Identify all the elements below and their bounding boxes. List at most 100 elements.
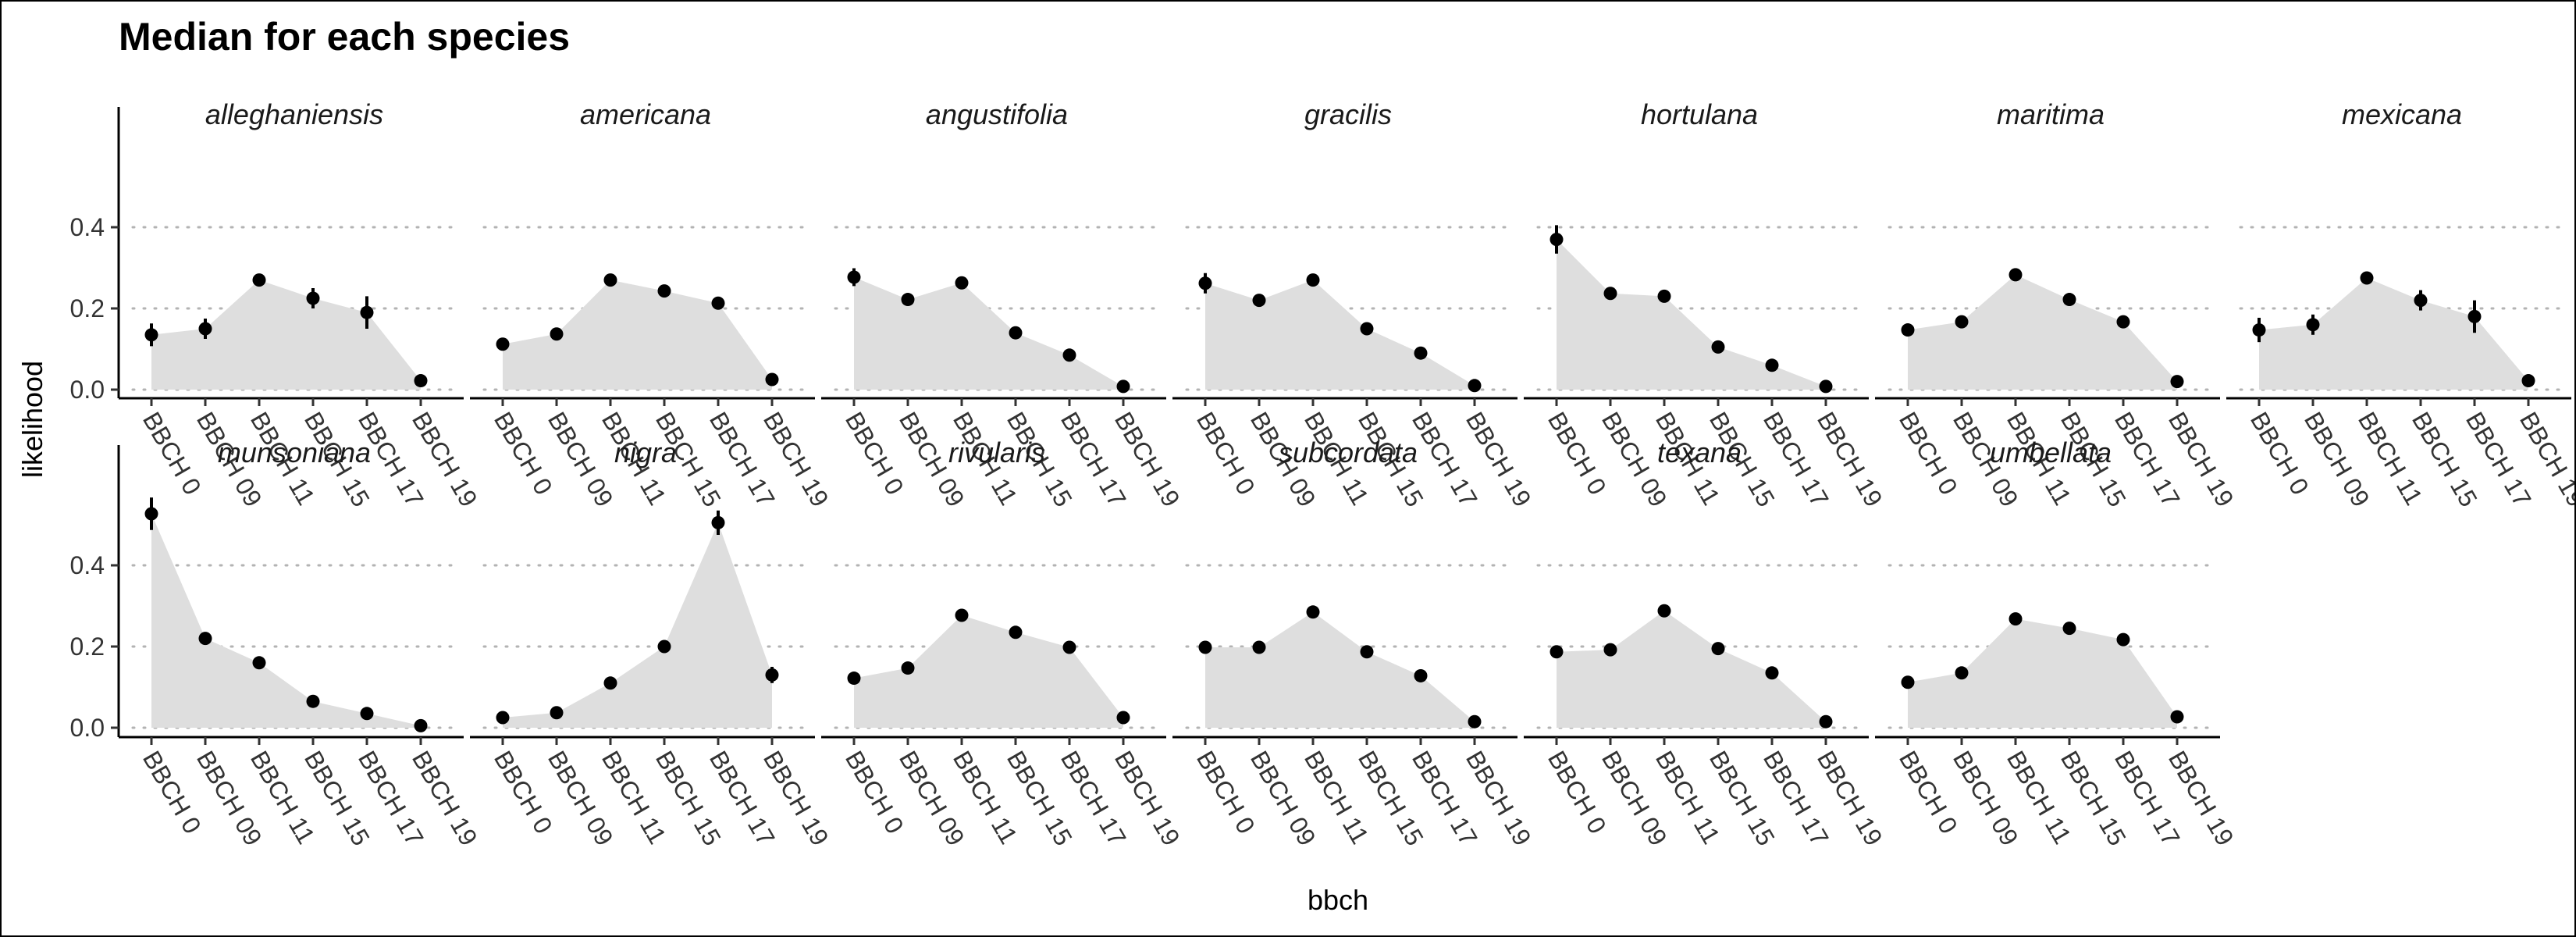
facet-label: munsoniana <box>218 436 371 468</box>
area-series <box>1205 280 1475 390</box>
data-point <box>1198 640 1212 654</box>
data-point <box>847 672 861 686</box>
data-point <box>306 694 320 708</box>
data-point <box>603 676 617 690</box>
facet-label: texana <box>1657 436 1742 468</box>
data-point <box>306 291 320 305</box>
facet-label: mexicana <box>2342 98 2462 130</box>
data-point <box>1468 714 1482 729</box>
data-point <box>1360 645 1374 659</box>
data-point <box>414 374 428 388</box>
data-point <box>1901 675 1915 689</box>
data-point <box>2170 710 2184 724</box>
area-series <box>1908 274 2177 390</box>
data-point <box>1414 668 1428 682</box>
data-point <box>1603 643 1617 657</box>
data-point <box>1468 379 1482 393</box>
data-point <box>1252 640 1266 654</box>
data-point <box>657 284 671 298</box>
area-series <box>2259 278 2528 390</box>
data-point <box>2008 268 2023 282</box>
data-point <box>1550 233 1564 247</box>
data-point <box>2008 612 2023 626</box>
facet-label: nigra <box>614 436 677 468</box>
facet-label: hortulana <box>1641 98 1758 130</box>
y-axis-title: likelihood <box>16 361 48 478</box>
data-point <box>2116 315 2130 329</box>
data-point <box>1819 714 1833 729</box>
data-point <box>1711 642 1725 656</box>
data-point <box>2467 309 2482 323</box>
data-point <box>955 276 969 290</box>
data-point <box>1765 666 1779 680</box>
data-point <box>2062 293 2076 307</box>
data-point <box>1009 625 1023 640</box>
data-point <box>765 372 779 387</box>
data-point <box>1901 323 1915 337</box>
y-tick-label: 0.2 <box>70 294 105 322</box>
data-point <box>198 632 212 646</box>
data-point <box>1306 273 1320 287</box>
facet-label: alleghaniensis <box>205 98 383 130</box>
area-series <box>503 522 772 728</box>
data-point <box>1657 604 1671 618</box>
y-tick-label: 0.0 <box>70 714 105 742</box>
data-point <box>901 661 915 675</box>
data-point <box>414 718 428 732</box>
area-series <box>503 280 772 390</box>
area-series <box>854 276 1123 390</box>
data-point <box>1819 379 1833 394</box>
data-point <box>2170 375 2184 389</box>
x-axis-title: bbch <box>1308 884 1368 916</box>
y-tick-label: 0.2 <box>70 632 105 661</box>
data-point <box>1252 294 1266 308</box>
data-point <box>144 328 158 342</box>
data-point <box>1062 348 1076 362</box>
data-point <box>1955 315 1969 329</box>
data-point <box>2116 632 2130 647</box>
data-point <box>2062 622 2076 636</box>
data-point <box>496 337 510 351</box>
area-series <box>151 280 421 390</box>
chart-title: Median for each species <box>119 15 570 59</box>
data-point <box>198 322 212 336</box>
data-point <box>1306 605 1320 619</box>
area-series <box>151 513 421 728</box>
data-point <box>360 707 374 721</box>
facet-label: rivularis <box>948 436 1045 468</box>
data-point <box>496 711 510 725</box>
data-point <box>1116 379 1130 394</box>
data-point <box>1657 289 1671 303</box>
data-point <box>2521 374 2535 388</box>
y-tick-label: 0.0 <box>70 376 105 404</box>
data-point <box>550 706 564 720</box>
area-series <box>1557 239 1826 390</box>
data-point <box>2252 323 2266 337</box>
facet-label: subcordata <box>1279 436 1418 468</box>
facet-label: gracilis <box>1304 98 1392 130</box>
facet-label: maritima <box>1997 98 2105 130</box>
data-point <box>252 656 266 670</box>
data-point <box>955 608 969 622</box>
data-point <box>901 293 915 307</box>
data-point <box>2414 294 2428 308</box>
data-point <box>657 640 671 654</box>
data-point <box>2306 318 2320 332</box>
data-point <box>360 305 374 319</box>
data-point <box>2360 271 2374 285</box>
data-point <box>1765 358 1779 372</box>
data-point <box>144 507 158 521</box>
area-series <box>854 615 1123 728</box>
data-point <box>765 668 779 682</box>
y-tick-label: 0.4 <box>70 213 105 241</box>
facet-label: umbellata <box>1990 436 2112 468</box>
data-point <box>1360 322 1374 336</box>
data-point <box>711 515 725 529</box>
area-series <box>1205 611 1475 728</box>
data-point <box>550 327 564 341</box>
data-point <box>1116 711 1130 725</box>
data-point <box>1062 640 1076 654</box>
data-point <box>1711 340 1725 354</box>
